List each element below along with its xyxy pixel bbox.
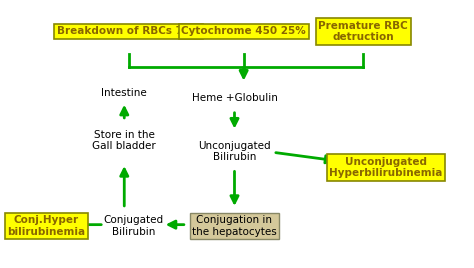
Text: Unconjugated
Bilirubin: Unconjugated Bilirubin xyxy=(198,140,271,162)
Text: Breakdown of RBCs 75%: Breakdown of RBCs 75% xyxy=(57,26,201,36)
Text: Conjugated
Bilirubin: Conjugated Bilirubin xyxy=(103,215,164,237)
Text: Store in the
Gall bladder: Store in the Gall bladder xyxy=(92,130,156,151)
Text: Intestine: Intestine xyxy=(101,88,147,98)
Text: Premature RBC
detruction: Premature RBC detruction xyxy=(318,21,408,42)
Text: Conjugation in
the hepatocytes: Conjugation in the hepatocytes xyxy=(192,215,277,237)
Text: Unconjugated
Hyperbilirubinemia: Unconjugated Hyperbilirubinemia xyxy=(329,157,443,178)
Text: Heme +Globulin: Heme +Globulin xyxy=(191,93,277,103)
Text: Conj.Hyper
bilirubinemia: Conj.Hyper bilirubinemia xyxy=(7,215,85,237)
Text: Cytochrome 450 25%: Cytochrome 450 25% xyxy=(181,26,306,36)
